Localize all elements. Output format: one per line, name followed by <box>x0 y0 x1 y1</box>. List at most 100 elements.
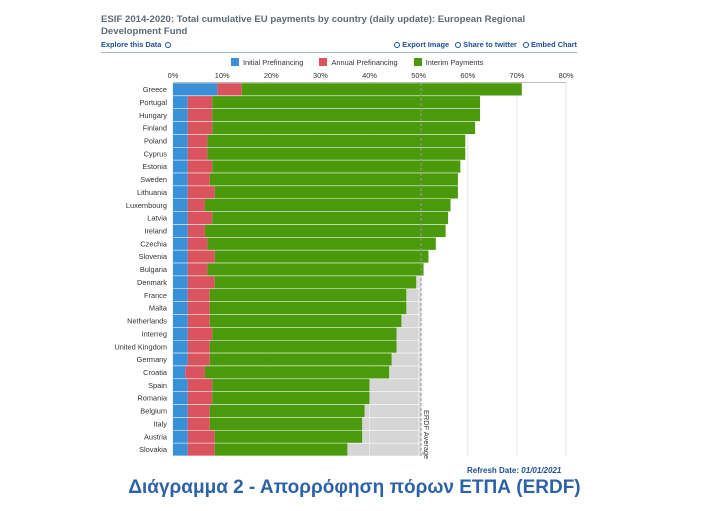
explore-data-link[interactable]: Explore this Data <box>101 40 172 49</box>
legend-item-interim[interactable]: Interim Payments <box>413 58 483 67</box>
share-twitter-link[interactable]: Share to twitter <box>455 40 517 49</box>
y-category-label: Cyprus <box>144 149 168 158</box>
average-gap-fill <box>369 391 422 405</box>
legend-item-initial[interactable]: Initial Prefinancing <box>231 58 303 67</box>
bar-segment-initial <box>173 237 188 250</box>
bar-segment-initial <box>173 108 188 122</box>
bar-segment-initial <box>173 353 188 366</box>
bar-segment-interim <box>209 173 458 186</box>
y-category-label: Lithuania <box>137 188 168 197</box>
bar-segment-annual <box>187 186 215 199</box>
average-gap-fill <box>362 417 422 431</box>
y-category-label: Portugal <box>139 98 167 107</box>
y-category-label: Denmark <box>137 278 167 287</box>
bar-segment-interim <box>209 417 363 431</box>
bar-segment-initial <box>173 379 188 392</box>
legend-swatch-annual <box>319 58 328 66</box>
bar-segment-interim <box>204 224 446 238</box>
bar-segment-annual <box>187 289 210 302</box>
legend-label-initial: Initial Prefinancing <box>243 58 304 67</box>
chart-toolbar: Explore this Data Export Image Share to … <box>101 40 577 52</box>
y-category-label: Latvia <box>147 214 168 223</box>
y-category-label: Slovenia <box>139 252 168 261</box>
bar-segment-annual <box>187 353 210 366</box>
y-category-label: Germany <box>137 355 168 364</box>
y-category-label: Hungary <box>139 111 167 120</box>
bar-segment-interim <box>212 379 370 392</box>
bar-segment-interim <box>207 147 466 160</box>
x-tick-label: 30% <box>313 71 328 80</box>
share-icon <box>455 42 462 48</box>
bar-segment-interim <box>212 391 370 405</box>
bar-segment-initial <box>173 327 188 341</box>
export-icon <box>394 42 401 48</box>
y-category-label: Spain <box>148 381 167 390</box>
average-gap-fill <box>406 301 422 315</box>
y-category-label: Belgium <box>140 407 167 416</box>
bar-segment-annual <box>187 340 210 353</box>
x-tick-label: 70% <box>509 71 524 80</box>
bar-segment-annual <box>187 443 215 456</box>
average-gap-fill <box>396 327 422 341</box>
embed-chart-label: Embed Chart <box>531 40 577 49</box>
y-category-label: Luxembourg <box>126 201 167 210</box>
average-gap-fill <box>362 430 422 444</box>
bar-segment-annual <box>187 417 210 431</box>
chart-header: ESIF 2014-2020: Total cumulative EU paym… <box>101 14 581 38</box>
legend-swatch-interim <box>413 58 422 66</box>
x-tick-label: 40% <box>362 71 377 80</box>
bar-segment-annual <box>185 366 205 379</box>
bar-segment-interim <box>207 237 436 250</box>
bar-segment-initial <box>173 263 188 276</box>
chart-title: ESIF 2014-2020: Total cumulative EU paym… <box>101 14 581 38</box>
bar-segment-interim <box>209 301 407 315</box>
bar-segment-annual <box>187 198 205 212</box>
bar-segment-initial <box>173 404 188 418</box>
bar-segment-annual <box>187 121 213 135</box>
x-tick-label: 60% <box>460 71 475 80</box>
embed-icon <box>523 42 529 48</box>
header-divider <box>101 52 577 53</box>
y-category-label: France <box>144 291 167 300</box>
bar-segment-annual <box>187 250 215 263</box>
refresh-date-line: Refresh Date: 01/01/2021 <box>467 466 561 475</box>
bar-segment-interim <box>214 443 348 456</box>
bar-segment-interim <box>212 327 397 341</box>
refresh-date-value: 01/01/2021 <box>521 466 562 475</box>
bar-segment-annual <box>187 96 213 109</box>
bar-segment-initial <box>173 340 188 353</box>
bar-segment-interim <box>214 186 458 199</box>
bar-segment-initial <box>173 314 188 328</box>
bar-segment-annual <box>187 276 215 289</box>
average-gap-fill <box>364 404 422 418</box>
y-category-label: Greece <box>143 85 167 94</box>
bar-segment-annual <box>187 108 213 122</box>
bar-segment-initial <box>173 160 188 173</box>
bar-segment-initial <box>173 430 188 443</box>
bar-segment-interim <box>212 211 449 225</box>
bar-segment-interim <box>209 404 365 418</box>
bar-segment-initial <box>173 211 188 225</box>
bar-segment-initial <box>173 147 188 160</box>
refresh-date-label: Refresh Date: <box>467 466 520 475</box>
legend-item-annual[interactable]: Annual Prefinancing <box>319 58 398 67</box>
y-category-label: United Kingdom <box>114 342 167 351</box>
bar-segment-initial <box>173 134 188 148</box>
bar-segment-initial <box>173 173 188 186</box>
bar-segment-interim <box>207 263 424 276</box>
bar-segment-initial <box>173 250 188 263</box>
bar-segment-annual <box>187 211 213 225</box>
chart-actions: Export Image Share to twitter Embed Char… <box>390 40 577 49</box>
export-image-link[interactable]: Export Image <box>394 40 449 49</box>
bar-segment-interim <box>209 353 392 366</box>
bar-segment-interim <box>214 430 363 443</box>
bar-segment-initial <box>173 443 188 456</box>
share-twitter-label: Share to twitter <box>463 40 517 49</box>
average-gap-fill <box>389 365 422 379</box>
bar-segment-interim <box>212 108 481 122</box>
bar-segment-initial <box>173 301 188 315</box>
bar-segment-interim <box>212 121 476 135</box>
embed-chart-link[interactable]: Embed Chart <box>523 40 577 49</box>
y-category-label: Czechia <box>140 239 168 248</box>
